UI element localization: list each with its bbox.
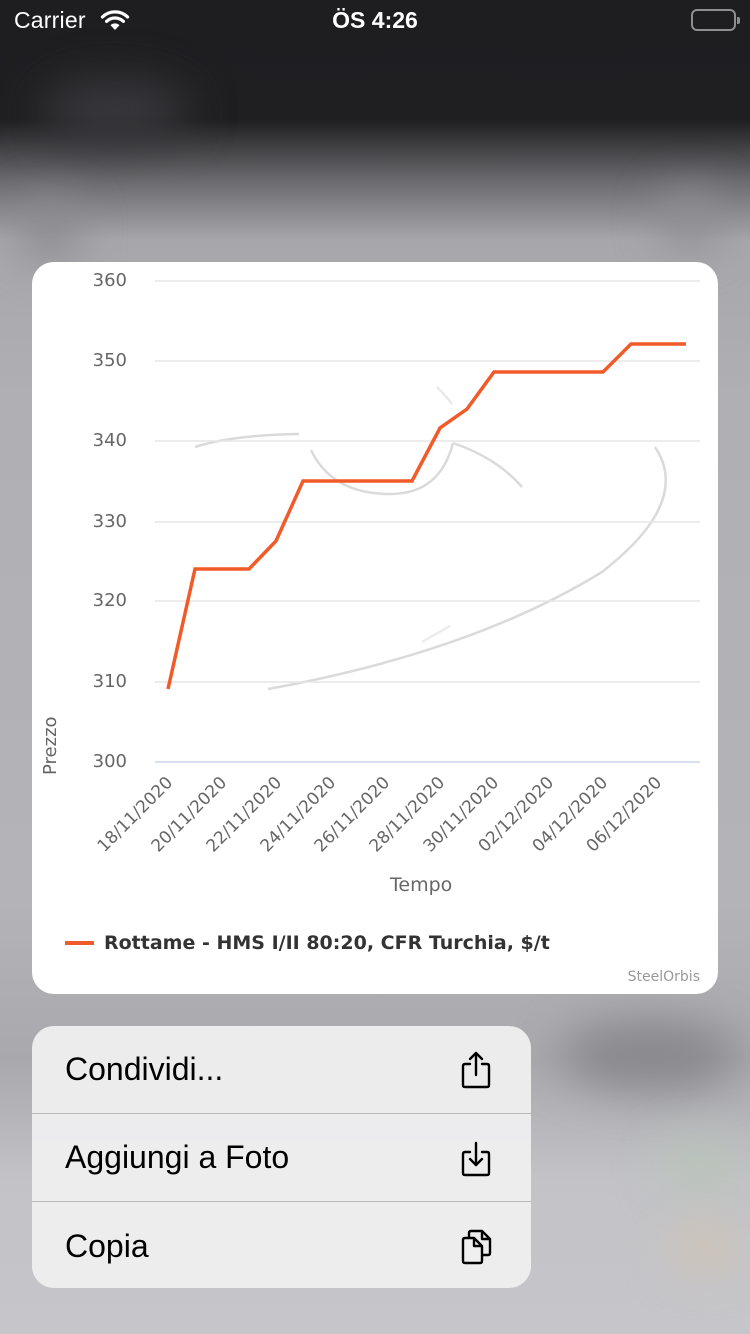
context-menu: Condividi... Aggiungi a Foto Copia — [32, 1026, 531, 1288]
line-chart — [155, 280, 700, 763]
chart-preview-card[interactable]: 360 350 340 330 320 310 300 Prezzo 18/11… — [32, 262, 718, 994]
background-blur — [670, 1225, 740, 1270]
menu-item-label: Aggiungi a Foto — [65, 1139, 290, 1175]
legend-label: Rottame - HMS I/II 80:20, CFR Turchia, $… — [104, 932, 550, 954]
copy-icon — [459, 1226, 493, 1266]
watermark-logo — [194, 386, 667, 691]
menu-item-label: Copia — [65, 1227, 149, 1264]
y-axis-title: Prezzo — [40, 716, 61, 775]
y-tick-label: 360 — [92, 270, 127, 291]
chart-credit[interactable]: SteelOrbis — [627, 969, 700, 985]
y-tick-label: 320 — [92, 590, 127, 611]
clock: ÖS 4:26 — [332, 7, 418, 33]
y-tick-label: 300 — [92, 751, 127, 772]
y-tick-label: 310 — [92, 671, 127, 692]
chart-legend-item[interactable]: Rottame - HMS I/II 80:20, CFR Turchia, $… — [65, 932, 550, 954]
menu-item-label: Condividi... — [65, 1051, 224, 1087]
status-bar: Carrier ÖS 4:26 — [0, 0, 750, 40]
price-series-line — [166, 342, 686, 690]
menu-item-copy[interactable]: Copia — [32, 1202, 531, 1288]
y-tick-label: 350 — [92, 350, 127, 371]
y-tick-label: 340 — [92, 430, 127, 451]
battery-full-icon — [691, 9, 740, 31]
gridlines — [155, 280, 700, 683]
save-to-photos-icon — [459, 1138, 493, 1178]
background-blur — [40, 80, 190, 140]
y-tick-label: 330 — [92, 511, 127, 532]
x-axis-title: Tempo — [390, 874, 453, 896]
menu-item-share[interactable]: Condividi... — [32, 1026, 531, 1114]
background-blur — [660, 190, 720, 250]
menu-item-add-to-photos[interactable]: Aggiungi a Foto — [32, 1114, 531, 1202]
background-blur — [20, 200, 80, 260]
share-icon — [459, 1050, 493, 1090]
background-blur — [560, 1020, 740, 1090]
carrier-label: Carrier — [14, 7, 86, 33]
background-blur — [660, 1140, 740, 1190]
wifi-icon — [99, 8, 131, 38]
legend-line-swatch — [65, 941, 94, 945]
